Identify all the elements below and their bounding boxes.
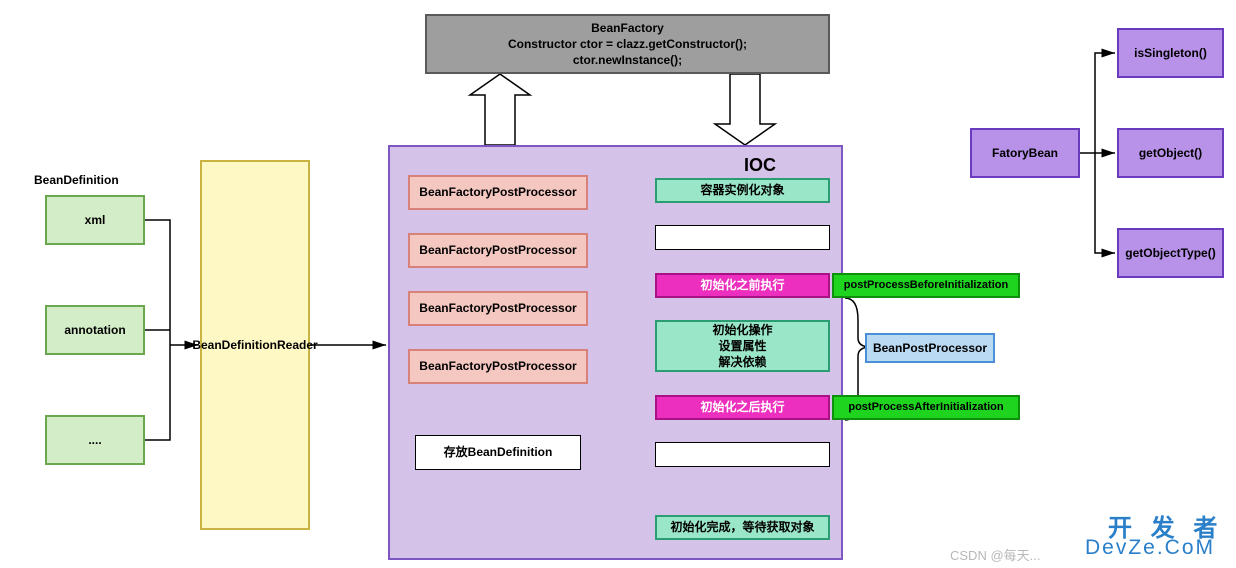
before-init-box: 初始化之前执行 xyxy=(655,273,830,298)
init-ops-box: 初始化操作 设置属性 解决依赖 xyxy=(655,320,830,372)
store-bd-box: 存放BeanDefinition xyxy=(415,435,581,470)
init-done-box: 初始化完成，等待获取对象 xyxy=(655,515,830,540)
bfpp-3: BeanFactoryPostProcessor xyxy=(408,291,588,326)
beanfactory-box: BeanFactory Constructor ctor = clazz.get… xyxy=(425,14,830,74)
dots-box: .... xyxy=(45,415,145,465)
ioc-label: IOC xyxy=(720,150,800,180)
bfpp-4: BeanFactoryPostProcessor xyxy=(408,349,588,384)
blank-1 xyxy=(655,225,830,250)
xml-box: xml xyxy=(45,195,145,245)
bfpp-1: BeanFactoryPostProcessor xyxy=(408,175,588,210)
factorybean-box: FatoryBean xyxy=(970,128,1080,178)
getobjecttype-box: getObjectType() xyxy=(1117,228,1224,278)
issingleton-box: isSingleton() xyxy=(1117,28,1224,78)
bfpp-2: BeanFactoryPostProcessor xyxy=(408,233,588,268)
csdn-watermark: CSDN @每天... xyxy=(950,545,1040,564)
getobject-box: getObject() xyxy=(1117,128,1224,178)
annotation-box: annotation xyxy=(45,305,145,355)
instantiate-box: 容器实例化对象 xyxy=(655,178,830,203)
logo-bottom: DevZe.CoM xyxy=(1085,536,1215,560)
after-init-box: 初始化之后执行 xyxy=(655,395,830,420)
post-before-box: postProcessBeforeInitialization xyxy=(832,273,1020,298)
post-after-box: postProcessAfterInitialization xyxy=(832,395,1020,420)
reader-box: BeanDefinitionReader xyxy=(200,160,310,530)
blank-2 xyxy=(655,442,830,467)
beandefinition-label: BeanDefinition xyxy=(30,170,160,190)
bpp-box: BeanPostProcessor xyxy=(865,333,995,363)
